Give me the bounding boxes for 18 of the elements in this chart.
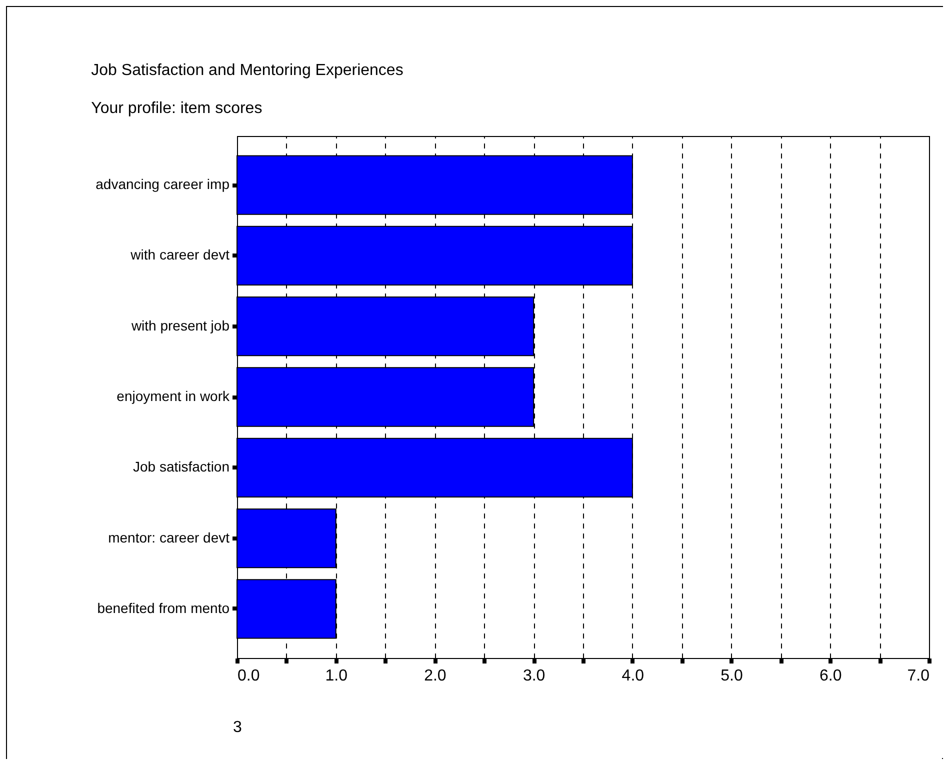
y-tick-label: enjoyment in work [116, 388, 230, 404]
x-tick-label: 5.0 [720, 668, 744, 684]
text: 3 [233, 719, 242, 737]
y-tick-label: advancing career imp [96, 176, 230, 192]
x-tick-label: 2.0 [424, 668, 446, 684]
x-tick-label: 6.0 [820, 668, 842, 684]
x-tick-label: 1.0 [325, 668, 348, 684]
y-tick-label: with career devt [130, 246, 230, 263]
x-tick-label: 7.0 [907, 668, 930, 684]
chart-subtitle: Your profile: item scores [91, 100, 262, 117]
y-tick-label: Job satisfaction [133, 458, 230, 475]
chart-title: Job Satisfaction and Mentoring Experiences [91, 62, 404, 79]
x-tick-label: 0.0 [238, 668, 260, 684]
y-tick-label: benefited from mento [97, 600, 230, 616]
x-tick-label: 4.0 [622, 668, 644, 684]
y-tick-label: mentor: career devt [108, 529, 230, 546]
x-tick-label: 3.0 [522, 668, 546, 684]
y-tick-label: with present job [130, 317, 230, 334]
